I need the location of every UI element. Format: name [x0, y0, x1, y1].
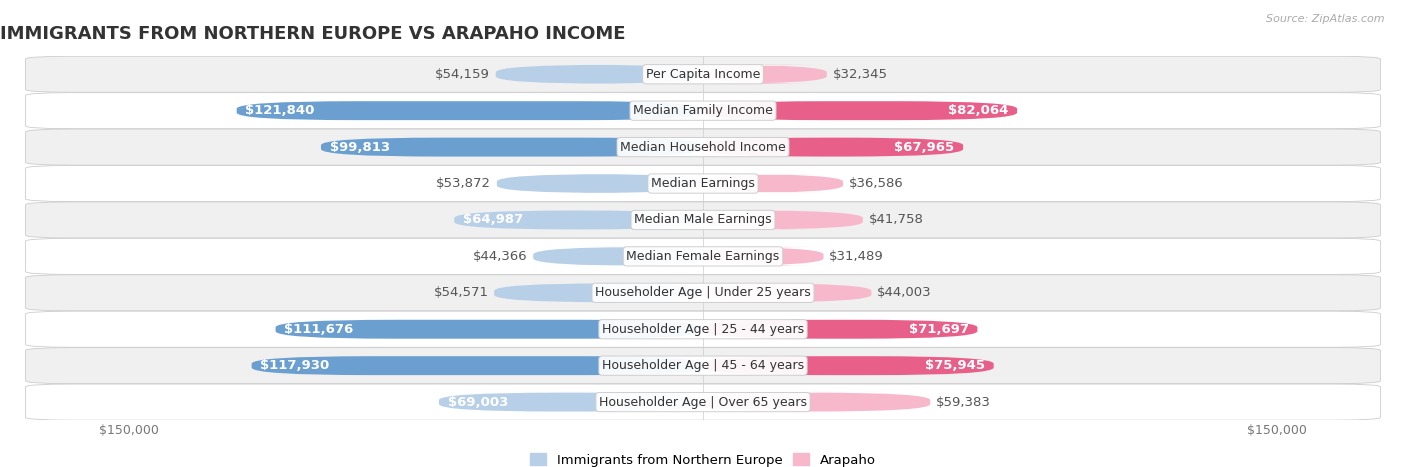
Text: $117,930: $117,930 — [260, 359, 329, 372]
Text: $54,159: $54,159 — [434, 68, 489, 81]
Text: Per Capita Income: Per Capita Income — [645, 68, 761, 81]
Text: $75,945: $75,945 — [925, 359, 986, 372]
Text: $44,003: $44,003 — [877, 286, 932, 299]
FancyBboxPatch shape — [25, 202, 1381, 238]
Text: $121,840: $121,840 — [245, 104, 315, 117]
Text: Source: ZipAtlas.com: Source: ZipAtlas.com — [1267, 14, 1385, 24]
Text: $31,489: $31,489 — [830, 250, 884, 263]
Text: Median Male Earnings: Median Male Earnings — [634, 213, 772, 226]
Text: $41,758: $41,758 — [869, 213, 924, 226]
Legend: Immigrants from Northern Europe, Arapaho: Immigrants from Northern Europe, Arapaho — [526, 448, 880, 467]
FancyBboxPatch shape — [25, 92, 1381, 129]
Text: $53,872: $53,872 — [436, 177, 491, 190]
FancyBboxPatch shape — [25, 347, 1381, 384]
FancyBboxPatch shape — [439, 393, 703, 411]
FancyBboxPatch shape — [25, 129, 1381, 165]
Text: $71,697: $71,697 — [908, 323, 969, 336]
FancyBboxPatch shape — [252, 356, 703, 375]
Text: Median Earnings: Median Earnings — [651, 177, 755, 190]
FancyBboxPatch shape — [703, 138, 963, 156]
FancyBboxPatch shape — [236, 101, 703, 120]
FancyBboxPatch shape — [25, 384, 1381, 420]
FancyBboxPatch shape — [25, 238, 1381, 275]
Text: Median Female Earnings: Median Female Earnings — [627, 250, 779, 263]
FancyBboxPatch shape — [703, 174, 844, 193]
Text: $54,571: $54,571 — [433, 286, 488, 299]
FancyBboxPatch shape — [25, 165, 1381, 202]
FancyBboxPatch shape — [25, 311, 1381, 347]
Text: $82,064: $82,064 — [948, 104, 1008, 117]
FancyBboxPatch shape — [703, 320, 977, 339]
Text: $36,586: $36,586 — [849, 177, 904, 190]
Text: $32,345: $32,345 — [832, 68, 887, 81]
Text: $67,965: $67,965 — [894, 141, 955, 154]
Text: $111,676: $111,676 — [284, 323, 353, 336]
FancyBboxPatch shape — [321, 138, 703, 156]
FancyBboxPatch shape — [533, 247, 703, 266]
Text: Median Household Income: Median Household Income — [620, 141, 786, 154]
FancyBboxPatch shape — [494, 283, 703, 302]
Text: Householder Age | Over 65 years: Householder Age | Over 65 years — [599, 396, 807, 409]
Text: $99,813: $99,813 — [329, 141, 389, 154]
FancyBboxPatch shape — [496, 174, 703, 193]
Text: Householder Age | 25 - 44 years: Householder Age | 25 - 44 years — [602, 323, 804, 336]
Text: $44,366: $44,366 — [472, 250, 527, 263]
Text: IMMIGRANTS FROM NORTHERN EUROPE VS ARAPAHO INCOME: IMMIGRANTS FROM NORTHERN EUROPE VS ARAPA… — [0, 25, 626, 43]
FancyBboxPatch shape — [703, 283, 872, 302]
FancyBboxPatch shape — [496, 65, 703, 84]
Text: $69,003: $69,003 — [447, 396, 508, 409]
FancyBboxPatch shape — [703, 247, 824, 266]
Text: Householder Age | 45 - 64 years: Householder Age | 45 - 64 years — [602, 359, 804, 372]
Text: $59,383: $59,383 — [936, 396, 991, 409]
FancyBboxPatch shape — [703, 356, 994, 375]
FancyBboxPatch shape — [25, 275, 1381, 311]
FancyBboxPatch shape — [25, 56, 1381, 92]
Text: $64,987: $64,987 — [463, 213, 523, 226]
FancyBboxPatch shape — [703, 393, 931, 411]
FancyBboxPatch shape — [276, 320, 703, 339]
FancyBboxPatch shape — [703, 211, 863, 229]
FancyBboxPatch shape — [703, 101, 1017, 120]
Text: Householder Age | Under 25 years: Householder Age | Under 25 years — [595, 286, 811, 299]
FancyBboxPatch shape — [703, 65, 827, 84]
FancyBboxPatch shape — [454, 211, 703, 229]
Text: Median Family Income: Median Family Income — [633, 104, 773, 117]
